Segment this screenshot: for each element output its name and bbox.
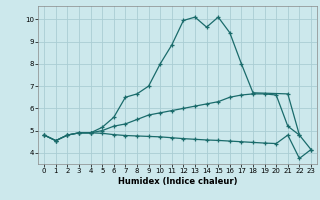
X-axis label: Humidex (Indice chaleur): Humidex (Indice chaleur) bbox=[118, 177, 237, 186]
